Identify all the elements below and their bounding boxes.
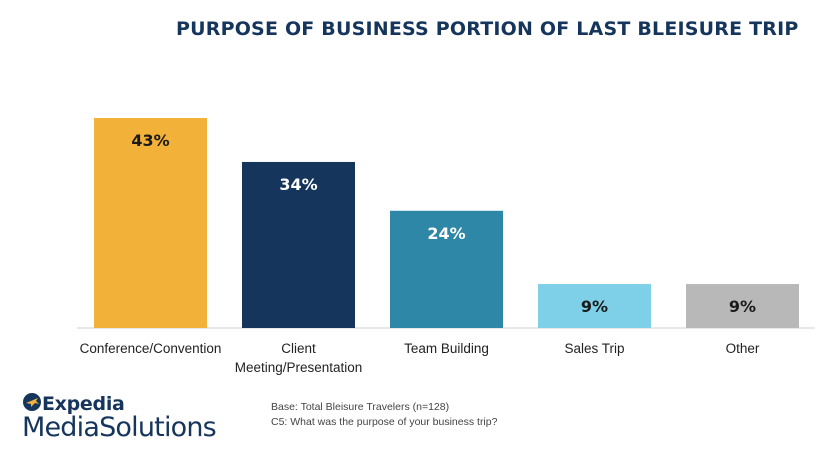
category-label: Meeting/Presentation [235,360,363,375]
logo-text-mediasolutions: MediaSolutions [22,412,217,443]
bar-3 [538,284,651,328]
category-label: Conference/Convention [80,341,222,356]
footnote-question: C5: What was the purpose of your busines… [271,416,498,428]
footnote-base: Base: Total Bleisure Travelers (n=128) [271,401,450,413]
bar-value-label: 9% [581,297,608,316]
bar-value-label: 9% [729,297,756,316]
bar-1 [242,161,355,328]
category-label: Other [726,341,760,356]
bar-2 [390,210,503,328]
bar-value-label: 24% [427,224,465,243]
globe-plane-icon [23,393,41,411]
chart-title: PURPOSE OF BUSINESS PORTION OF LAST BLEI… [176,18,799,40]
category-label: Sales Trip [564,341,624,356]
footnote: Base: Total Bleisure Travelers (n=128) C… [271,400,497,430]
category-label: Client [281,341,316,356]
bar-4 [686,284,799,328]
bar-0 [94,118,207,328]
bar-value-label: 43% [131,131,169,150]
bar-value-label: 34% [279,175,317,194]
logo-text-expedia: Expedia [42,393,125,415]
category-label: Team Building [404,341,489,356]
expedia-media-solutions-logo: Expedia MediaSolutions [22,388,232,448]
bar-chart: 43% Conference/Convention 34% Client Meeting… [77,118,815,375]
bars-group: 43% Conference/Convention 34% Client Meeting… [80,118,799,375]
